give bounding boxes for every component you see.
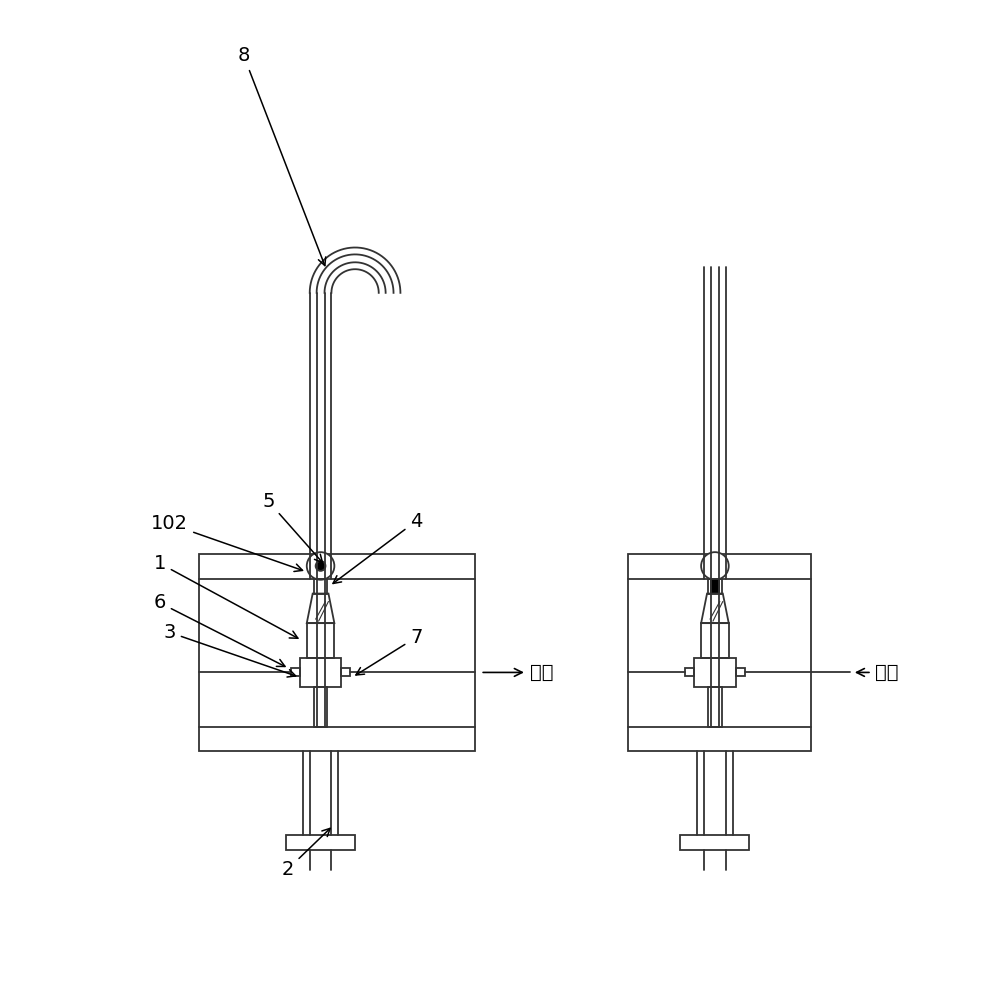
Bar [286,835,355,850]
Text: 3: 3 [164,623,296,677]
Bar [300,658,341,688]
Bar [341,669,350,677]
Bar [708,688,722,727]
Circle shape [701,553,729,580]
Bar [685,669,694,677]
Bar [680,835,749,850]
Bar [694,658,736,688]
Circle shape [307,553,334,580]
Bar [314,579,327,594]
Text: 4: 4 [333,511,422,583]
Bar [701,624,729,658]
Bar [628,555,811,752]
Text: 出口: 出口 [857,663,898,682]
Text: 2: 2 [282,828,330,879]
Text: 1: 1 [154,554,298,638]
Text: 8: 8 [237,46,326,266]
Text: 入口: 入口 [483,663,553,682]
Bar [307,624,334,658]
Bar [710,579,720,594]
Bar [708,579,722,594]
Text: 6: 6 [154,593,285,667]
Bar [736,669,745,677]
Circle shape [316,561,325,571]
Bar [314,688,327,727]
Text: 7: 7 [356,627,422,675]
Text: 5: 5 [262,492,323,562]
Bar [199,555,475,752]
Text: 102: 102 [151,514,303,571]
Bar [291,669,300,677]
